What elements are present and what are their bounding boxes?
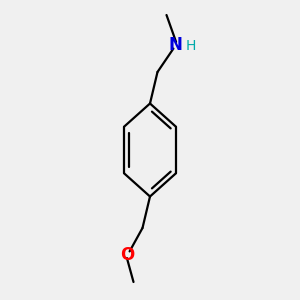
Text: O: O (120, 246, 135, 264)
Text: N: N (169, 36, 182, 54)
Text: H: H (186, 40, 196, 53)
